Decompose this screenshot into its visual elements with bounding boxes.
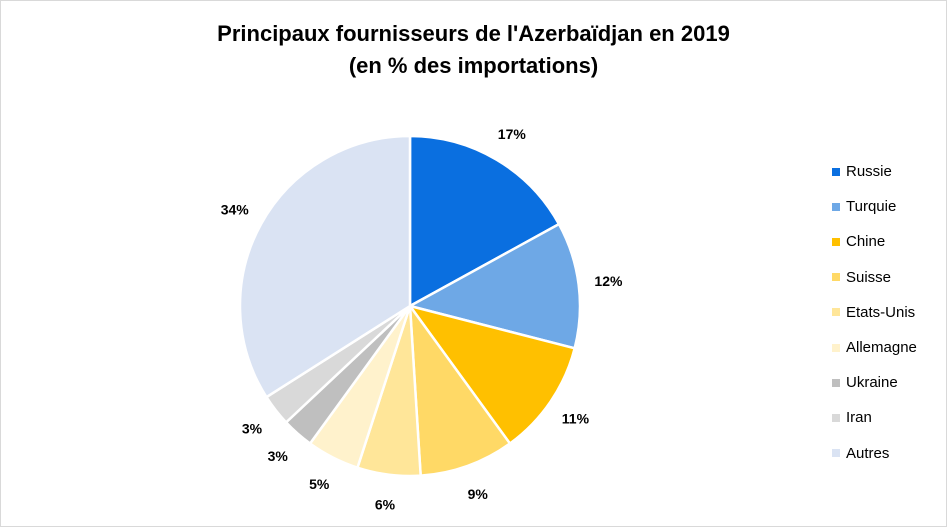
- pie-slice-russie: [408, 134, 561, 309]
- data-label-iran: 3%: [242, 421, 263, 437]
- legend-item-iran: Iran: [832, 400, 917, 435]
- data-label-chine: 11%: [562, 410, 590, 426]
- legend-label: Suisse: [846, 268, 892, 286]
- chart-title-line1: Principaux fournisseurs de l'Azerbaïdjan…: [217, 21, 730, 46]
- legend-item-ukraine: Ukraine: [832, 365, 917, 400]
- legend-label: Ukraine: [846, 374, 898, 392]
- pie-slice-suisse: [408, 301, 512, 477]
- legend-label: Russie: [846, 163, 892, 181]
- legend-item-chine: Chine: [832, 224, 917, 259]
- data-label-suisse: 9%: [468, 486, 489, 502]
- data-label-allemagne: 5%: [309, 476, 330, 492]
- legend-swatch: [832, 167, 840, 176]
- legend-label: Allemagne: [846, 339, 917, 357]
- legend-item-suisse: Suisse: [832, 260, 917, 295]
- legend-item-allemagne: Allemagne: [832, 330, 917, 365]
- pie-slice-chine: [406, 303, 577, 446]
- legend-swatch: [832, 343, 840, 352]
- legend-label: Etats-Unis: [846, 303, 916, 321]
- pie-slice-turquie: [406, 222, 582, 350]
- legend-swatch: [832, 237, 840, 246]
- legend-swatch: [832, 413, 840, 422]
- legend-swatch: [832, 449, 840, 458]
- legend-item-etats-unis: Etats-Unis: [832, 295, 917, 330]
- legend-item-russie: Russie: [832, 154, 917, 189]
- legend-swatch: [832, 273, 840, 282]
- data-label-turquie: 12%: [594, 273, 623, 289]
- data-label-autres: 34%: [221, 202, 250, 218]
- legend-swatch: [832, 378, 840, 387]
- data-label-russie: 17%: [498, 126, 527, 142]
- chart-title: Principaux fournisseurs de l'Azerbaïdjan…: [0, 18, 947, 82]
- legend-item-turquie: Turquie: [832, 189, 917, 224]
- legend-label: Turquie: [846, 198, 897, 216]
- legend: Russie Turquie Chine Suisse Etats-Unis Allema…: [832, 154, 917, 471]
- pie-slice-autres: [238, 134, 412, 399]
- legend-swatch: [832, 308, 840, 317]
- legend-label: Autres: [846, 444, 890, 462]
- chart-title-line2: (en % des importations): [348, 53, 599, 78]
- legend-swatch: [832, 202, 840, 211]
- legend-item-autres: Autres: [832, 436, 917, 471]
- data-label-etats-unis: 6%: [375, 496, 396, 512]
- data-label-ukraine: 3%: [268, 448, 289, 464]
- legend-label: Chine: [846, 233, 886, 251]
- legend-label: Iran: [846, 409, 872, 427]
